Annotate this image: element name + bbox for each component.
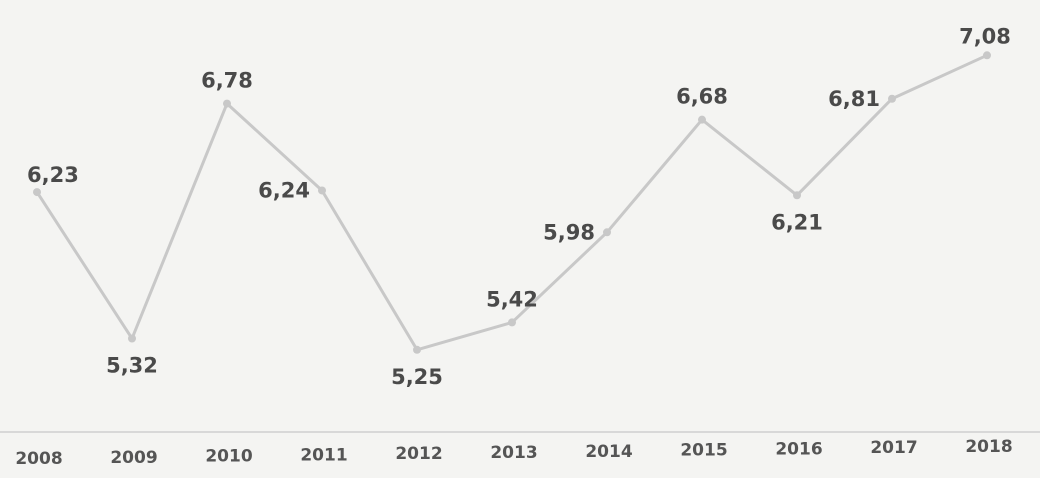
x-tick-label-2018: 2018: [965, 437, 1012, 457]
x-tick-label-2009: 2009: [110, 448, 157, 468]
data-point-2012: [413, 345, 421, 354]
data-label-2015: 6,68: [676, 85, 728, 109]
data-point-2008: [33, 188, 41, 197]
data-point-2017: [888, 94, 896, 103]
data-point-2011: [318, 186, 326, 195]
x-tick-labels: 2008 2009 2010 2011 2012 2013 2014 2015 2016 2017…: [15, 437, 1012, 469]
x-tick-label-2017: 2017: [870, 438, 917, 458]
data-labels: 6,23 5,32 6,78 6,24 5,25 5,42 5,98 6,68 6,21 6,81…: [27, 24, 1011, 388]
data-label-2014: 5,98: [543, 220, 595, 244]
x-tick-label-2016: 2016: [775, 439, 822, 459]
data-point-2015: [698, 115, 706, 124]
x-tick-label-2015: 2015: [680, 441, 727, 461]
data-label-2009: 5,32: [106, 354, 158, 378]
data-points: [33, 51, 991, 354]
data-point-2013: [508, 318, 516, 327]
data-label-2013: 5,42: [486, 287, 538, 311]
data-point-2016: [793, 191, 801, 200]
data-point-2018: [983, 51, 991, 60]
x-tick-label-2014: 2014: [585, 442, 632, 462]
x-tick-label-2008: 2008: [15, 449, 62, 469]
data-label-2018: 7,08: [959, 24, 1011, 48]
data-label-2017: 6,81: [828, 87, 880, 111]
data-label-2012: 5,25: [391, 365, 443, 389]
data-point-2014: [603, 228, 611, 237]
data-label-2016: 6,21: [771, 210, 823, 234]
data-label-2008: 6,23: [27, 163, 79, 187]
data-point-2010: [223, 99, 231, 108]
data-point-2009: [128, 334, 136, 343]
x-tick-label-2013: 2013: [490, 443, 537, 463]
x-tick-label-2010: 2010: [205, 447, 252, 467]
data-label-2011: 6,24: [258, 178, 310, 202]
data-label-2010: 6,78: [201, 69, 253, 93]
x-tick-label-2012: 2012: [395, 444, 442, 464]
x-tick-label-2011: 2011: [300, 445, 347, 465]
